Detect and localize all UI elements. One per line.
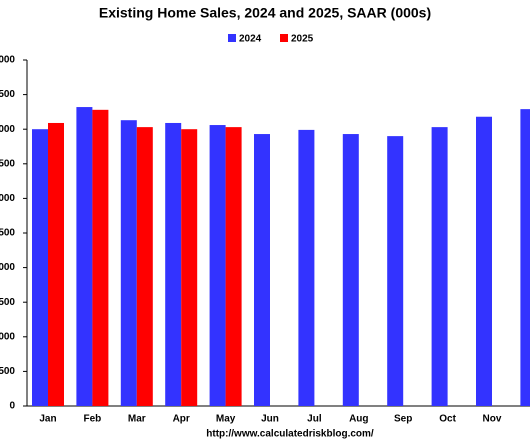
bar bbox=[120, 120, 137, 406]
y-tick-label: 500 bbox=[0, 158, 15, 169]
bar bbox=[76, 107, 93, 406]
x-tick-label: Oct bbox=[439, 414, 456, 425]
bar bbox=[431, 127, 448, 407]
bar bbox=[254, 134, 270, 406]
y-tick-label: 000 bbox=[0, 262, 15, 273]
x-tick-label: Jun bbox=[261, 414, 279, 425]
bar bbox=[209, 125, 226, 406]
x-tick-label: Jul bbox=[307, 414, 322, 425]
y-tick-label: 500 bbox=[0, 297, 15, 308]
y-tick-label: 000 bbox=[0, 124, 15, 135]
bar bbox=[92, 109, 109, 406]
legend-swatch bbox=[228, 34, 236, 42]
bar bbox=[387, 136, 404, 406]
bar bbox=[520, 109, 530, 406]
bar bbox=[476, 116, 492, 406]
x-tick-label: Aug bbox=[349, 414, 368, 425]
source: http://www.calculatedriskblog.com/ bbox=[206, 429, 374, 440]
x-tick-label: May bbox=[216, 414, 236, 425]
y-tick-label: 500 bbox=[0, 89, 15, 100]
bar bbox=[342, 134, 359, 406]
y-tick-label: 500 bbox=[0, 228, 15, 239]
legend-swatch bbox=[280, 34, 288, 42]
chart-title: Existing Home Sales, 2024 and 2025, SAAR… bbox=[99, 5, 431, 21]
bar bbox=[225, 127, 242, 407]
bar bbox=[298, 129, 315, 406]
bar bbox=[181, 129, 198, 406]
y-tick-label: 000 bbox=[0, 193, 15, 204]
legend-label: 2025 bbox=[291, 34, 314, 45]
x-tick-label: Jan bbox=[39, 414, 56, 425]
x-tick-label: Feb bbox=[84, 414, 102, 425]
legend-label: 2024 bbox=[239, 34, 262, 45]
bar bbox=[165, 122, 182, 407]
x-tick-label: Apr bbox=[173, 414, 190, 425]
y-tick-label: 500 bbox=[0, 366, 15, 377]
bar bbox=[136, 127, 153, 407]
y-tick-label: 000 bbox=[0, 55, 15, 66]
x-tick-label: Sep bbox=[394, 414, 412, 425]
x-tick-label: Nov bbox=[483, 414, 502, 425]
y-tick-label: 0 bbox=[9, 401, 15, 412]
y-tick-label: 000 bbox=[0, 331, 15, 342]
x-tick-label: Mar bbox=[128, 414, 146, 425]
bar bbox=[48, 122, 64, 407]
bar bbox=[32, 129, 48, 406]
